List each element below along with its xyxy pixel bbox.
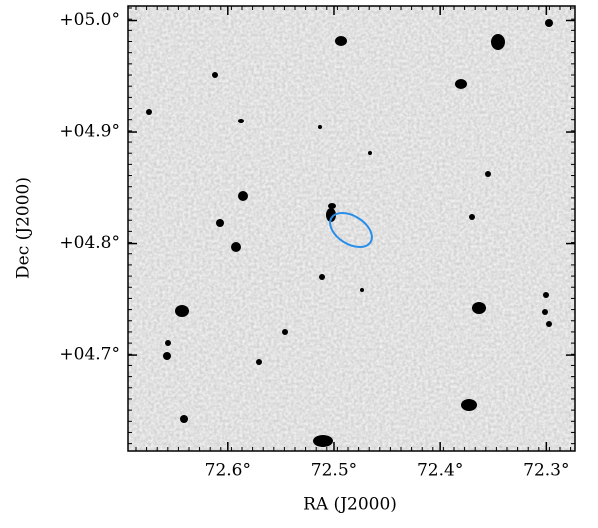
y-tick-label: +04.7° [59,345,120,365]
star [326,208,336,222]
star [543,292,549,298]
y-tick-label: +05.0° [59,10,120,30]
star [360,288,364,292]
x-tick-label: 72.3° [523,461,569,481]
star [368,151,372,155]
star [455,79,467,89]
x-tick-label: 72.5° [311,461,357,481]
y-axis-label: Dec (J2000) [14,177,34,279]
star [175,305,189,317]
star [545,19,553,27]
star [328,203,336,209]
star [335,36,347,46]
x-tick-label: 72.4° [417,461,463,481]
star [318,125,322,129]
star [491,34,505,50]
star [319,274,325,280]
star [238,119,244,123]
star [163,352,171,360]
star [146,109,152,115]
star [469,214,475,220]
star [313,435,333,447]
star [216,219,224,227]
star [238,191,248,201]
star [472,302,486,314]
star [282,329,288,335]
star [231,242,241,252]
sky-image [128,6,575,451]
x-axis-label: RA (J2000) [303,495,397,515]
y-tick-label: +04.8° [59,233,120,253]
x-tick-label: 72.6° [205,461,251,481]
star [485,171,491,177]
star [180,415,188,423]
y-tick-label: +04.9° [59,122,120,142]
region-ellipse [329,211,373,249]
star [546,321,552,327]
plot-frame [127,5,576,452]
star [461,399,477,411]
star [212,72,218,78]
star [542,309,548,315]
star [165,340,171,346]
star [256,359,262,365]
